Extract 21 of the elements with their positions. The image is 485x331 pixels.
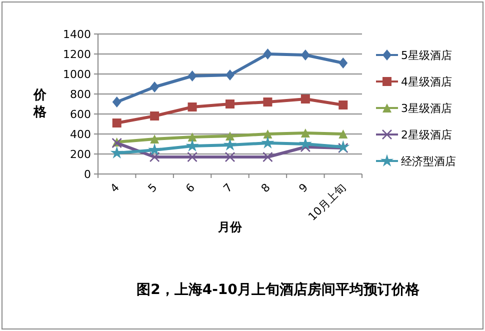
x-tick-label: 6 (183, 180, 198, 196)
y-tick-label: 0 (84, 168, 91, 181)
y-tick-label: 600 (70, 108, 91, 121)
y-tick-label: 1200 (63, 48, 91, 61)
y-axis-title: 价格 (32, 88, 48, 120)
x-axis-title: 月份 (217, 220, 243, 234)
y-tick-label: 1400 (63, 28, 91, 41)
legend-label: 4星级酒店 (401, 76, 452, 88)
y-tick-label: 200 (70, 148, 91, 161)
text: 图2，上海4-10月上旬酒店房间平均预订价格 (136, 281, 420, 298)
y-tick-label: 400 (70, 128, 91, 141)
legend-label: 5星级酒店 (401, 49, 452, 62)
legend-label: 经济型酒店 (401, 155, 456, 168)
legend-label: 2星级酒店 (401, 128, 452, 142)
legend-label: 3星级酒店 (401, 102, 452, 115)
y-tick-label: 1000 (63, 68, 91, 81)
x-tick-label: 7 (220, 180, 236, 196)
y-tick-label: 800 (70, 88, 91, 101)
x-tick-label: 5 (146, 180, 160, 196)
x-tick-label: 4 (108, 180, 122, 196)
x-tick-label: 8 (258, 180, 273, 196)
